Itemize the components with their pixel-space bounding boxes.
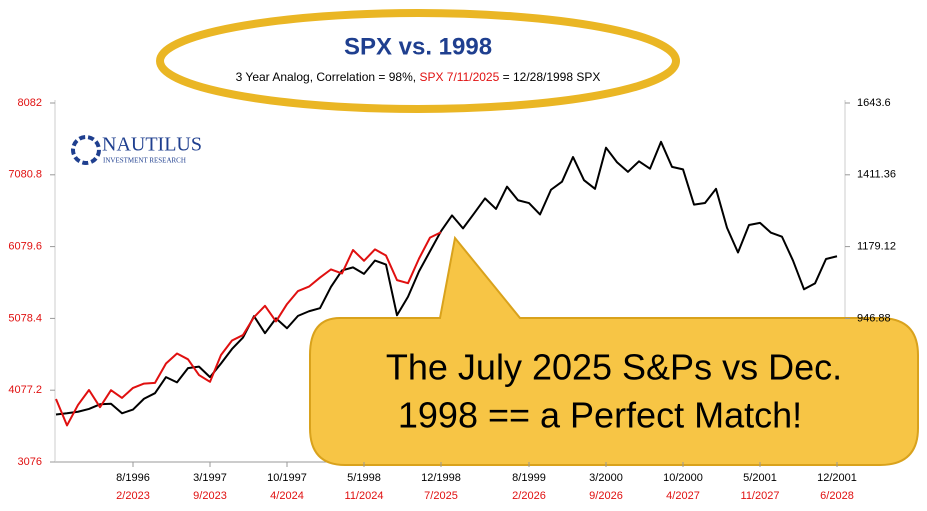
- x-tick-label: 3/2000: [589, 472, 623, 484]
- plot: [55, 140, 838, 427]
- y-tick-label: 3076: [18, 456, 42, 468]
- callout-text: The July 2025 S&Ps vs Dec.: [386, 347, 842, 388]
- y-tick-label: 8082: [18, 97, 42, 109]
- callout-text: 1998 == a Perfect Match!: [398, 395, 802, 436]
- logo-tagline: INVESTMENT RESEARCH: [103, 157, 186, 165]
- x2-tick-label: 4/2024: [270, 490, 304, 502]
- y2-tick-label: 946.88: [857, 312, 891, 324]
- y2-tick-label: 1179.12: [857, 241, 896, 253]
- x-tick-label: 3/1997: [193, 472, 227, 484]
- x-tick-label: 5/2001: [743, 472, 777, 484]
- logo-icon: [71, 135, 101, 165]
- title-ellipse: [156, 9, 680, 113]
- logo: NAUTILUS INVESTMENT RESEARCH: [71, 134, 202, 165]
- x-tick-label: 10/1997: [267, 472, 307, 484]
- y-tick-label: 5078.4: [8, 312, 42, 324]
- series-line: [55, 231, 442, 427]
- series-line: [55, 140, 838, 416]
- y2-tick-label: 1411.36: [857, 169, 896, 181]
- x2-tick-label: 9/2026: [589, 490, 623, 502]
- x2-tick-label: 2/2026: [512, 490, 546, 502]
- x-tick-label: 5/1998: [347, 472, 381, 484]
- x-tick-label: 8/1996: [116, 472, 150, 484]
- y2-tick-label: 1643.6: [857, 97, 891, 109]
- y-tick-label: 7080.8: [8, 169, 42, 181]
- subtitle-part: 3 Year Analog, Correlation = 98%,: [236, 70, 416, 84]
- chart-title: SPX vs. 1998: [344, 33, 492, 60]
- x2-tick-label: 9/2023: [193, 490, 227, 502]
- x2-tick-label: 11/2024: [345, 490, 384, 502]
- x2-tick-label: 6/2028: [820, 490, 854, 502]
- x-tick-label: 12/1998: [421, 472, 461, 484]
- y-tick-label: 6079.6: [8, 241, 42, 253]
- x2-tick-label: 4/2027: [666, 490, 700, 502]
- x-tick-label: 8/1999: [512, 472, 546, 484]
- callout-bubble: [309, 235, 919, 466]
- x2-tick-label: 7/2025: [424, 490, 458, 502]
- subtitle-part: = 12/28/1998 SPX: [503, 70, 601, 84]
- x-tick-label: 12/2001: [817, 472, 857, 484]
- x2-tick-label: 2/2023: [116, 490, 150, 502]
- x2-tick-label: 11/2027: [741, 490, 780, 502]
- subtitle-part: SPX 7/11/2025: [419, 70, 499, 84]
- logo-name: NAUTILUS: [102, 134, 202, 156]
- x-tick-label: 10/2000: [663, 472, 703, 484]
- chart-subtitle: 3 Year Analog, Correlation = 98%, SPX 7/…: [236, 70, 601, 84]
- y-tick-label: 4077.2: [8, 384, 42, 396]
